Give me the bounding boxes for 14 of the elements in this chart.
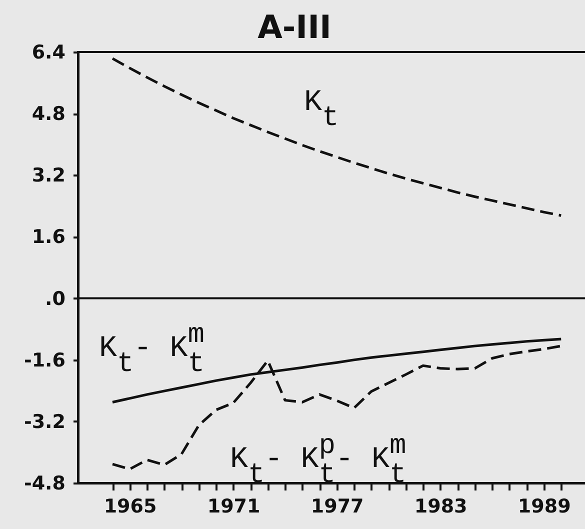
x-tick-label: 1983 (414, 496, 468, 518)
x-tick-label: 1977 (310, 496, 364, 518)
x-tick-label: 1971 (207, 496, 260, 518)
y-tick-label: 3.2 (32, 164, 66, 187)
x-tick-label: 1965 (104, 496, 157, 518)
x-tick-label: 1989 (518, 496, 571, 518)
y-tick-label: 1.6 (32, 226, 66, 248)
chart-title: A-III (258, 8, 332, 46)
y-tick-label: 4.8 (32, 103, 66, 126)
y-tick-label: -3.2 (24, 410, 66, 433)
y-tick-label: .0 (45, 288, 66, 310)
y-tick-label: 6.4 (32, 42, 66, 64)
y-tick-label: -4.8 (24, 472, 66, 494)
y-tick-label: -1.6 (24, 349, 66, 372)
